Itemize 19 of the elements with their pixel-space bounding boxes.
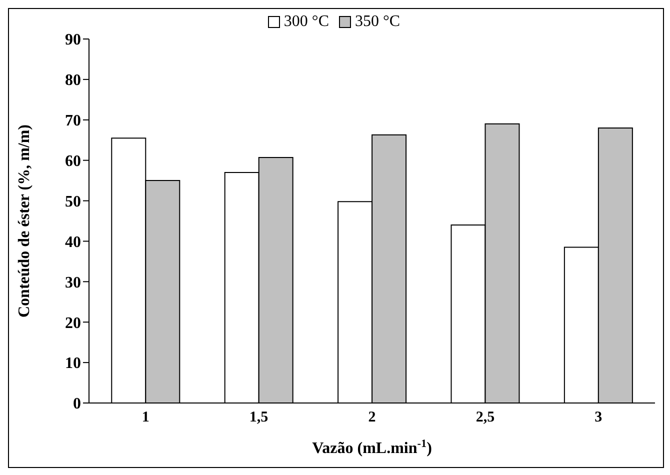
x-axis-title: Vazão (mL.min$^{-1}$) [312, 438, 432, 457]
y-tick-label: 0 [73, 396, 81, 413]
x-tick-label: 3 [594, 410, 602, 426]
y-tick-label: 20 [65, 314, 81, 332]
y-tick-label: 90 [65, 32, 81, 49]
y-tick-label: 60 [65, 153, 81, 170]
y-tick-label: 30 [65, 274, 81, 292]
legend-label: 350 °C [354, 13, 400, 31]
x-tick-label: 1 [142, 410, 150, 426]
y-tick-label: 80 [65, 72, 81, 90]
y-axis-title: Conteúdo de éster (%, m/m) [16, 124, 33, 318]
y-tick-label: 50 [65, 193, 81, 210]
legend-label: 300 °C [282, 13, 329, 31]
y-tick-label: 10 [65, 355, 81, 372]
y-tick-label: 70 [65, 112, 81, 130]
x-tick-label: 2,5 [476, 410, 495, 426]
x-tick-label: 2 [368, 410, 376, 426]
x-tick-label: 1,5 [249, 410, 268, 426]
y-tick-label: 40 [65, 234, 81, 251]
